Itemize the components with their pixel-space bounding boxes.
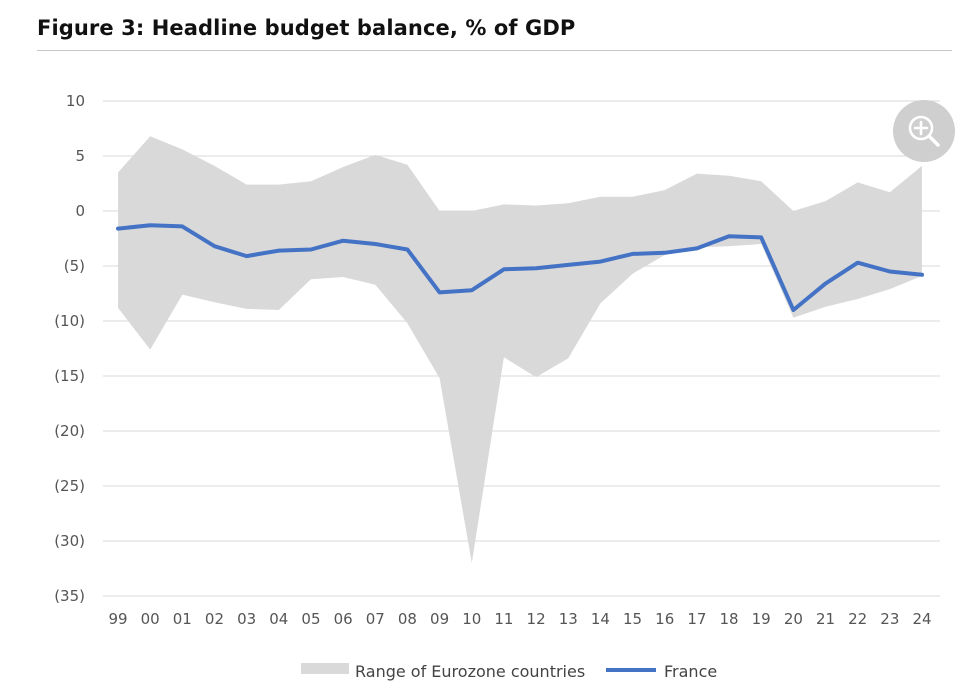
y-tick-label: (35) (54, 587, 85, 605)
x-tick-label: 07 (366, 610, 385, 628)
x-tick-label: 04 (269, 610, 288, 628)
y-tick-label: 5 (75, 147, 85, 165)
x-tick-label: 21 (816, 610, 835, 628)
legend-label-range: Range of Eurozone countries (355, 662, 585, 681)
title-divider (37, 50, 952, 51)
zoom-in-icon (908, 115, 940, 147)
range-area-layer (118, 136, 922, 563)
y-tick-label: (5) (64, 257, 85, 275)
legend-swatch-range (301, 663, 349, 674)
x-tick-label: 18 (719, 610, 738, 628)
x-tick-label: 10 (462, 610, 481, 628)
x-tick-label: 17 (687, 610, 706, 628)
france-line (116, 223, 924, 312)
y-tick-label: 10 (66, 92, 85, 110)
y-tick-label: (30) (54, 532, 85, 550)
x-tick-label: 09 (430, 610, 449, 628)
x-tick-label: 02 (205, 610, 224, 628)
x-axis-labels: 99 00 01 02 03 04 05 06 07 08 09 10 11 12 13 14 15 16 17 18… (108, 610, 931, 628)
x-tick-label: 08 (398, 610, 417, 628)
zoom-button-bg[interactable] (893, 100, 955, 162)
y-tick-label: (10) (54, 312, 85, 330)
x-tick-label: 19 (752, 610, 771, 628)
x-tick-label: 15 (623, 610, 642, 628)
legend: Range of Eurozone countries France (301, 662, 717, 681)
x-tick-label: 01 (173, 610, 192, 628)
x-tick-label: 13 (559, 610, 578, 628)
x-tick-label: 99 (108, 610, 127, 628)
y-tick-label: (25) (54, 477, 85, 495)
y-axis-labels: 10 5 0 (5) (10) (15) (20) (25) (30) (35) (54, 92, 85, 605)
x-tick-label: 23 (880, 610, 899, 628)
x-tick-label: 00 (141, 610, 160, 628)
x-tick-label: 05 (301, 610, 320, 628)
france-line-layer (116, 223, 924, 312)
x-tick-label: 22 (848, 610, 867, 628)
x-tick-label: 16 (655, 610, 674, 628)
chart-title: Figure 3: Headline budget balance, % of … (37, 16, 576, 40)
zoom-button[interactable] (893, 100, 955, 162)
y-tick-label: 0 (75, 202, 85, 220)
x-tick-label: 14 (591, 610, 610, 628)
x-tick-label: 24 (912, 610, 931, 628)
x-tick-label: 12 (527, 610, 546, 628)
legend-label-france: France (664, 662, 717, 681)
x-tick-label: 11 (494, 610, 513, 628)
y-tick-label: (15) (54, 367, 85, 385)
x-tick-label: 06 (334, 610, 353, 628)
y-tick-label: (20) (54, 422, 85, 440)
x-tick-label: 03 (237, 610, 256, 628)
eurozone-range-area (118, 136, 922, 563)
x-tick-label: 20 (784, 610, 803, 628)
